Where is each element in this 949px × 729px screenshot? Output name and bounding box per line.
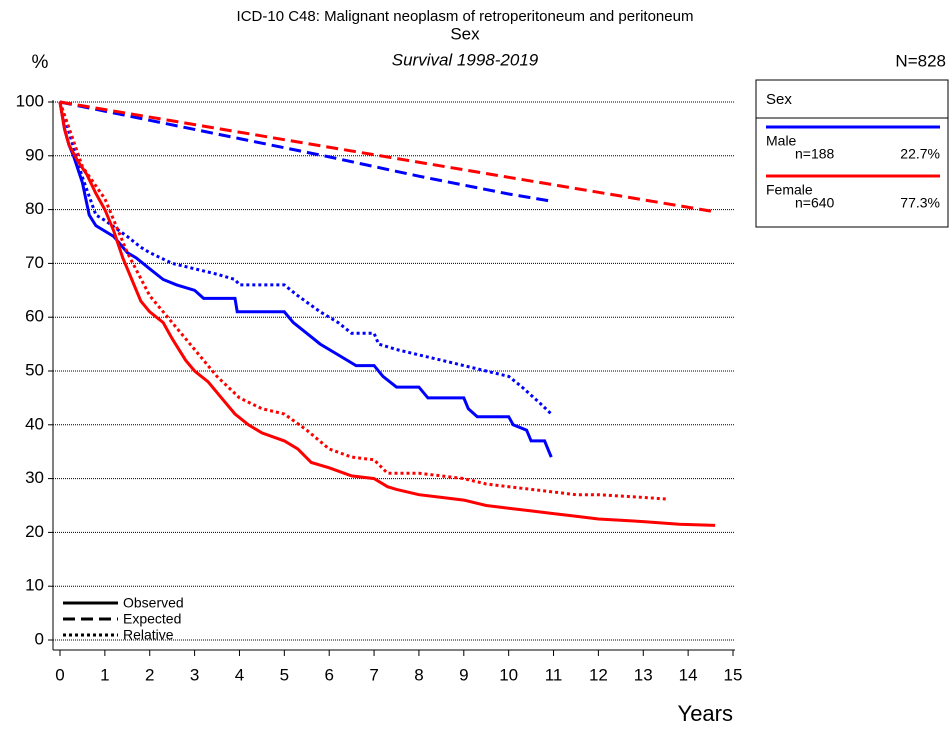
style-label: Relative: [123, 627, 174, 643]
y-tick-label: 30: [25, 468, 44, 487]
legend-share: 77.3%: [900, 195, 940, 211]
legend-n: n=640: [795, 195, 835, 211]
survival-curve: [58, 101, 553, 416]
y-tick-label: 70: [25, 253, 44, 272]
x-tick-label: 8: [414, 665, 423, 684]
x-tick-label: 15: [724, 665, 743, 684]
style-label: Observed: [123, 595, 184, 611]
x-tick-label: 3: [190, 665, 199, 684]
legend-title: Sex: [766, 91, 792, 108]
chart-caption: Survival 1998-2019: [392, 50, 539, 69]
x-tick-label: 7: [369, 665, 378, 684]
x-tick-label: 10: [499, 665, 518, 684]
n-total: N=828: [895, 51, 946, 70]
chart-subtitle: Sex: [450, 24, 480, 43]
style-label: Expected: [123, 611, 181, 627]
legend-label: Female: [766, 182, 813, 198]
y-tick-label: 100: [16, 91, 44, 110]
legend-share: 22.7%: [900, 146, 940, 162]
y-tick-label: 0: [35, 629, 44, 648]
legend-label: Male: [766, 133, 797, 149]
y-tick-label: 80: [25, 199, 44, 218]
y-tick-label: 60: [25, 307, 44, 326]
legend-n: n=188: [795, 146, 835, 162]
survival-curve: [59, 100, 716, 214]
x-tick-label: 9: [459, 665, 468, 684]
legend-box: [755, 79, 949, 228]
y-tick-label: 50: [25, 360, 44, 379]
x-tick-label: 5: [280, 665, 289, 684]
survival-curve: [58, 101, 553, 458]
x-tick-label: 2: [145, 665, 154, 684]
x-tick-label: 14: [679, 665, 698, 684]
y-axis-label: %: [32, 52, 49, 73]
survival-curve: [59, 100, 554, 203]
chart-title: ICD-10 C48: Malignant neoplasm of retrop…: [237, 8, 694, 25]
x-tick-label: 1: [100, 665, 109, 684]
y-tick-label: 90: [25, 145, 44, 164]
x-tick-label: 13: [634, 665, 653, 684]
x-tick-label: 4: [235, 665, 244, 684]
x-tick-label: 0: [55, 665, 64, 684]
survival-curve: [58, 101, 716, 527]
x-tick-label: 11: [545, 665, 563, 684]
x-axis-label: Years: [678, 701, 733, 726]
x-tick-label: 12: [589, 665, 608, 684]
y-tick-label: 40: [25, 414, 44, 433]
y-tick-label: 10: [25, 576, 44, 595]
x-tick-label: 6: [324, 665, 333, 684]
y-tick-label: 20: [25, 522, 44, 541]
survival-curve: [58, 101, 666, 501]
